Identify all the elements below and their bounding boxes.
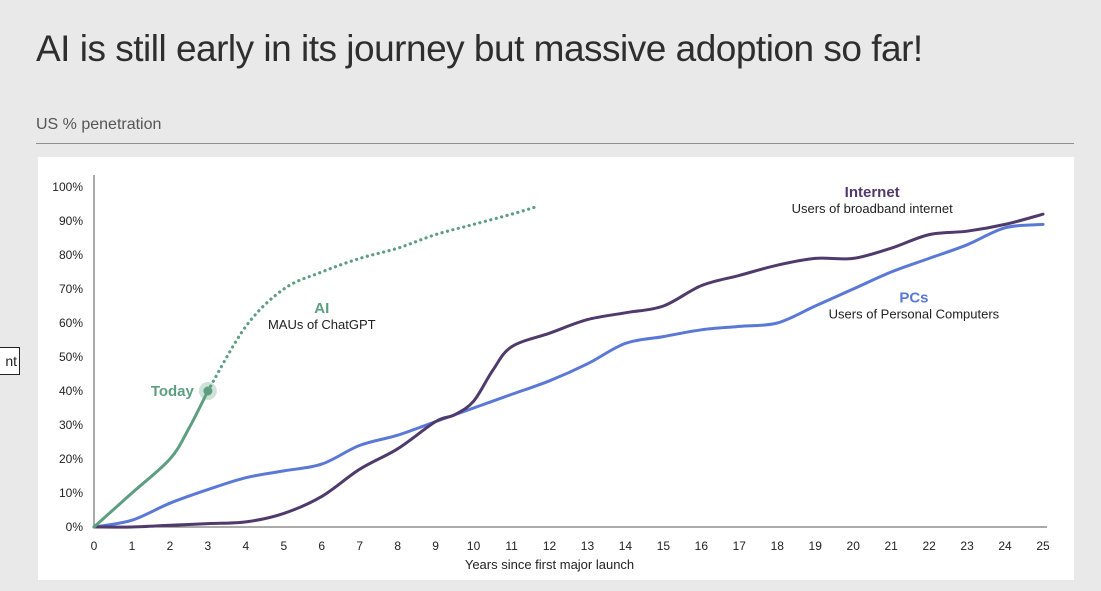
x-tick-label: 12 [543,539,557,553]
x-tick-label: 1 [129,539,136,553]
x-tick-label: 20 [847,539,861,553]
y-tick-label: 10% [59,486,83,500]
x-axis-label: Years since first major launch [465,557,634,572]
x-tick-label: 18 [771,539,785,553]
y-tick-label: 20% [59,452,83,466]
y-tick-label: 70% [59,282,83,296]
x-tick-label: 13 [581,539,595,553]
y-tick-label: 30% [59,418,83,432]
x-tick-label: 17 [733,539,747,553]
page-title: AI is still early in its journey but mas… [36,28,923,69]
x-tick-label: 5 [280,539,287,553]
annotation-today-label: Today [151,383,195,400]
y-tick-label: 90% [59,214,83,228]
annotation-pcs-sublabel: Users of Personal Computers [829,307,1000,322]
chart-axes [93,175,1047,528]
series-line-pcs [92,222,1045,529]
y-tick-label: 50% [59,350,83,364]
x-tick-label: 14 [619,539,633,553]
x-tick-label: 21 [884,539,898,553]
x-tick-label: 4 [242,539,249,553]
y-tick-labels: 0% 10% 20% 30% 40% 50% 60% 70% 80% 90% 100% [52,180,83,534]
y-tick-label: 100% [52,180,83,194]
series-layer [92,205,1045,529]
chart-subtitle: US % penetration [36,116,162,133]
series-line-ai [92,389,210,529]
today-marker-dot [203,386,213,396]
x-tick-label: 9 [432,539,439,553]
x-tick-label: 15 [657,539,671,553]
y-tick-label: 80% [59,248,83,262]
annotation-pcs-label: PCs [899,290,928,307]
x-tick-label: 16 [695,539,709,553]
x-tick-label: 7 [356,539,363,553]
x-tick-label: 24 [998,539,1012,553]
header-divider [36,143,1074,144]
y-tick-label: 60% [59,316,83,330]
series-line-ai-projected [206,205,536,393]
annotation-ai-label: AI [314,300,329,317]
annotation-internet-sublabel: Users of broadband internet [792,201,954,216]
tooltip-fragment: nt [0,347,20,375]
x-tick-labels: 0 1 2 3 4 5 6 7 8 9 10 11 12 13 14 15 16 17 18 19 20 21 22 23 24… [91,539,1050,553]
x-tick-label: 11 [505,539,518,553]
annotation-internet-label: Internet [845,184,900,201]
x-tick-label: 25 [1036,539,1050,553]
x-tick-label: 6 [318,539,325,553]
y-tick-label: 40% [59,384,83,398]
x-tick-label: 3 [205,539,212,553]
y-tick-label: 0% [66,520,84,534]
x-tick-label: 10 [467,539,481,553]
x-tick-label: 22 [922,539,936,553]
x-tick-label: 2 [167,539,174,553]
annotation-ai-sublabel: MAUs of ChatGPT [268,317,376,332]
x-tick-label: 23 [960,539,974,553]
x-tick-label: 19 [809,539,823,553]
x-tick-label: 0 [91,539,98,553]
series-line-internet [92,212,1045,529]
x-tick-label: 8 [394,539,401,553]
